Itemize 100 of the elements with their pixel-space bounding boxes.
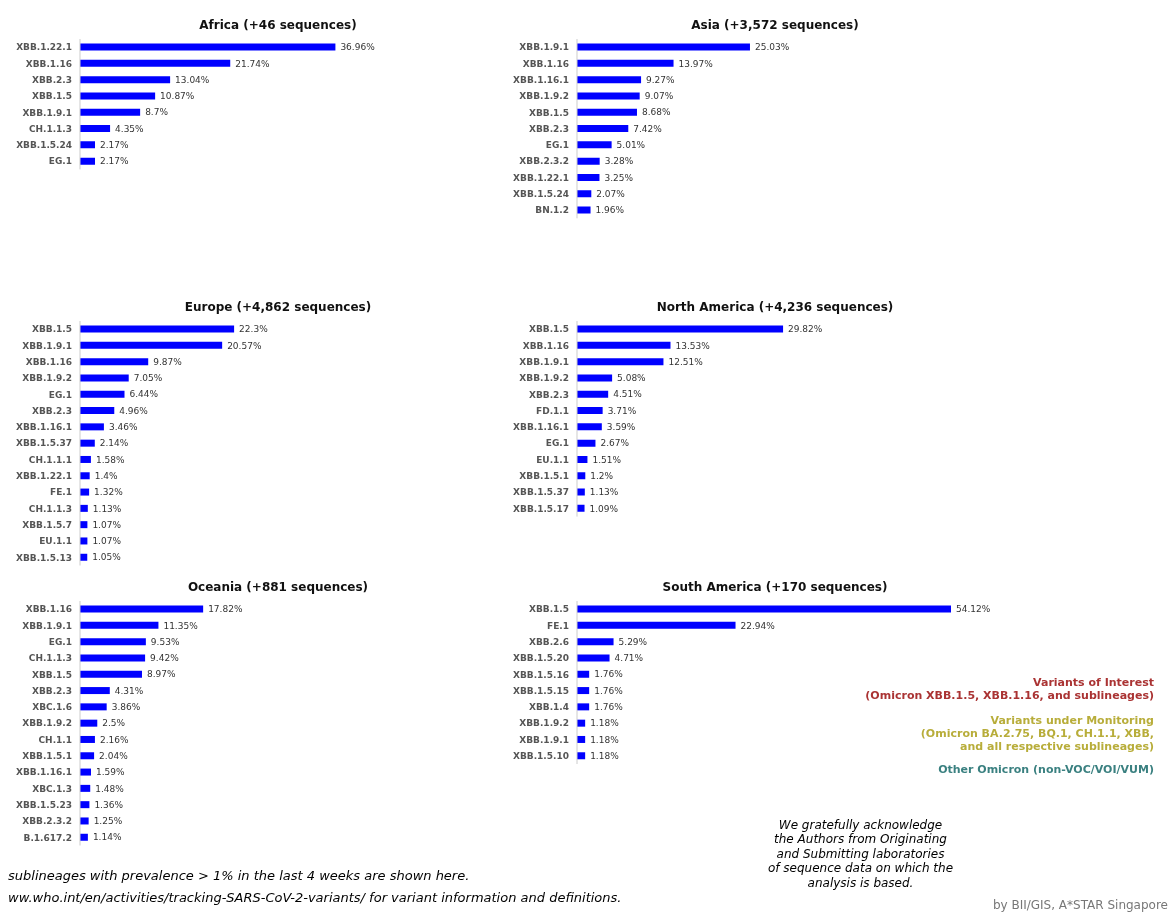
annotation: Variants under Monitoring (Omicron BA.2.75, BQ.1, CH.1.1, XBB, and all respective sublineages) [920,714,1154,754]
bar [577,504,585,512]
bar [80,439,95,447]
bar [577,638,614,646]
y-tick-label: CH.1.1.3 [28,653,72,664]
y-tick-label: EU.1.1 [536,454,570,465]
y-tick-label: XBC.1.3 [32,783,72,794]
y-tick-label: XBB.2.6 [528,636,569,647]
bar [577,703,590,711]
data-label: 4.35% [115,123,145,134]
y-tick-label: XBB.1.5.37 [513,487,570,498]
data-label: 9.42% [150,653,180,664]
y-tick-label: XBB.1.9.1 [22,107,73,118]
data-label: 3.25% [604,172,634,183]
bar [577,92,640,100]
bar [577,190,592,198]
data-label: 20.57% [227,340,262,351]
y-tick-label: XBB.1.5.24 [513,189,569,200]
chart-title: South America (+170 sequences) [661,580,889,596]
y-tick-label: EU.1.1 [39,536,72,547]
y-tick-label: XBB.1.9.2 [22,373,72,384]
y-tick-label: XBB.1.9.1 [22,620,72,631]
data-label: 2.14% [99,438,129,449]
y-tick-label: XBB.2.3 [32,74,73,85]
y-tick-label: XBB.1.5.17 [513,503,570,514]
y-tick-label: EG.1 [545,140,569,151]
y-tick-label: XBB.1.16.1 [513,74,569,85]
data-label: 1.32% [94,487,124,498]
data-label: 22.94% [740,620,776,631]
data-label: 5.29% [618,636,648,647]
data-label: 1.07% [92,519,122,530]
y-tick-label: XBB.1.5.7 [22,519,72,530]
data-label: 2.5% [102,718,126,729]
bar [80,703,107,711]
bar [577,125,629,133]
y-tick-label: XBB.1.9.2 [519,91,569,102]
y-tick-label: XBB.1.9.1 [22,340,72,351]
data-label: 1.76% [594,669,624,680]
y-tick-label: XBB.1.4 [528,702,569,713]
y-tick-label: XBB.1.5.1 [519,471,570,482]
text: We gratefully acknowledge the Authors from Originating and Submitting laboratories of sequence data on which the analysis is based. [766,818,955,890]
y-tick-label: XBB.1.5 [529,107,569,118]
text: Oceania (+881 sequences) [186,580,370,596]
data-label: 13.53% [675,340,711,351]
data-label: 2.07% [596,188,626,199]
bar [577,173,600,181]
bar [577,108,637,116]
bar [80,59,231,67]
data-label: 4.71% [614,653,644,664]
y-tick-label: XBB.2.3 [529,123,569,134]
annotation: Other Omicron (non-VOC/VOI/VUM) [938,763,1154,777]
y-tick-label: CH.1.1.3 [28,503,72,514]
bar [577,157,600,165]
y-tick-label: XBB.2.3 [529,389,570,400]
bar [80,141,96,149]
y-tick-label: EG.1 [48,156,73,167]
y-tick-label: FE.1 [50,487,72,498]
y-tick-label: XBB.1.5 [31,324,72,335]
y-tick-label: XBB.1.22.1 [513,172,569,183]
y-tick-label: XBB.1.5.24 [16,140,73,151]
bar [80,341,223,349]
data-label: 21.74% [235,58,270,69]
y-tick-label: XBB.1.16 [522,58,569,69]
bar [577,325,784,333]
y-tick-label: XBC.1.6 [32,702,72,713]
data-label: 4.96% [119,405,149,416]
data-label: 29.82% [788,324,823,335]
data-label: 9.87% [153,356,183,367]
data-label: 9.27% [646,74,676,85]
bar [80,687,110,695]
data-label: 22.3% [239,324,269,335]
data-label: 4.31% [114,685,144,696]
y-tick-label: XBB.2.3 [31,405,72,416]
y-tick-label: XBB.1.9.2 [519,718,569,729]
data-label: 9.07% [644,91,674,102]
y-tick-label: XBB.2.3.2 [519,156,569,167]
y-tick-label: XBB.1.5.23 [16,799,72,810]
y-tick-label: XBB.2.3.2 [22,816,72,827]
bar [577,605,951,613]
bar [577,621,736,629]
data-label: 1.51% [592,454,622,465]
data-label: 8.7% [145,107,169,118]
y-tick-label: EG.1 [48,389,72,400]
chart-title: North America (+4,236 sequences) [655,300,895,316]
y-tick-label: XBB.1.9.1 [519,356,570,367]
y-tick-label: XBB.1.9.1 [519,42,569,53]
data-label: 1.14% [92,832,122,843]
bar [80,621,159,629]
text: Europe (+4,862 sequences) [183,300,373,316]
y-tick-label: XBB.1.5.16 [513,669,569,680]
data-label: 1.13% [589,487,619,498]
y-tick-label: CH.1.1 [38,734,72,745]
text: sublineages with prevalence > 1% in the last 4 weeks are shown here. [8,868,470,884]
bar [80,654,146,662]
bar [80,358,149,366]
data-label: 36.96% [340,42,376,53]
y-tick-label: FE.1 [547,620,569,631]
data-label: 3.46% [108,422,138,433]
data-label: 1.59% [95,767,126,778]
bar [80,325,235,333]
